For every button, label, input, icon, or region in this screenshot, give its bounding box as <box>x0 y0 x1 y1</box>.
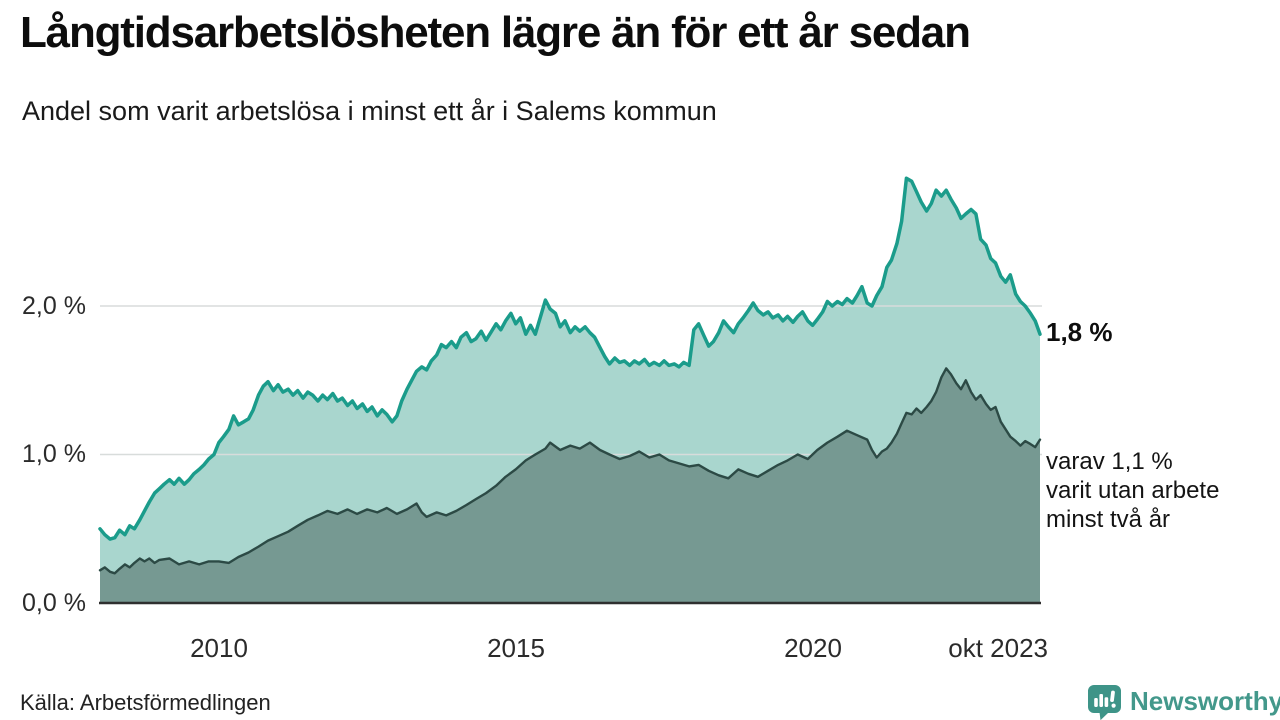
series1-line <box>98 176 1042 541</box>
x-tick-label-okt-2023: okt 2023 <box>948 633 1048 663</box>
x-tick-label-2015: 2015 <box>487 633 545 663</box>
secondary-annotation-line1: varav 1,1 % <box>1046 448 1173 475</box>
series2-line <box>98 367 1042 575</box>
series2-area-fill <box>100 368 1040 603</box>
x-tick-label-2010: 2010 <box>190 633 248 663</box>
y-tick-label-1: 1,0 % <box>22 440 86 468</box>
x-tick-label-2020: 2020 <box>784 633 842 663</box>
newsworthy-wordmark: Newsworthy <box>1130 686 1280 716</box>
page-subtitle: Andel som varit arbetslösa i minst ett å… <box>22 96 717 126</box>
secondary-annotation-line3: minst två år <box>1046 506 1171 533</box>
secondary-annotation-line2: varit utan arbete <box>1046 477 1220 504</box>
newsworthy-logo-icon <box>1088 685 1121 720</box>
newsworthy-logo: Newsworthy <box>1086 683 1280 720</box>
end-value-annotation: 1,8 % <box>1046 317 1113 347</box>
page-title: Långtidsarbetslösheten lägre än för ett … <box>20 8 971 57</box>
y-tick-label-2: 2,0 % <box>22 292 86 320</box>
secondary-annotation: varav 1,1 % varit utan arbete minst två … <box>1046 447 1219 534</box>
source-note: Källa: Arbetsförmedlingen <box>20 690 271 715</box>
y-tick-label-0: 0,0 % <box>22 589 86 617</box>
